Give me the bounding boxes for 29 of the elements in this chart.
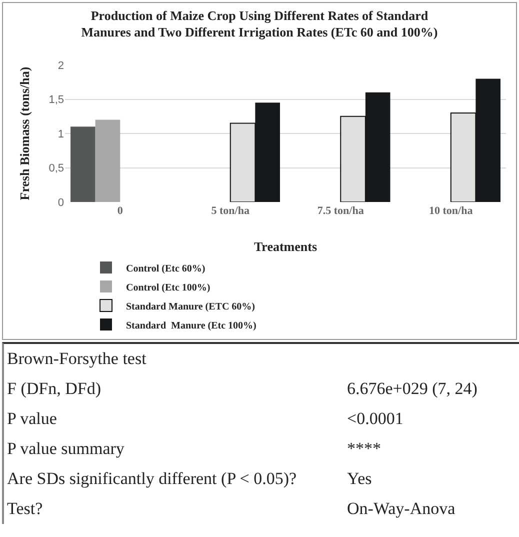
text: On-Way-Anova: [347, 499, 456, 519]
y-tick-label: 2: [58, 60, 64, 72]
legend-label: Standard Manure (Etc 100%): [126, 320, 256, 332]
legend-label: Control (Etc 100%): [126, 282, 210, 294]
text: Brown-Forsythe test: [7, 349, 148, 369]
x-tick-label: 0: [117, 205, 124, 217]
text: Are SDs significantly different (P < 0.05)?: [7, 469, 298, 489]
x-axis-title: Treatments: [254, 239, 318, 254]
x-tick-label: 10 ton/ha: [429, 205, 474, 217]
text: ****: [347, 439, 381, 459]
x-tick-label: 5 ton/ha: [211, 205, 250, 217]
y-tick-label: 0,5: [48, 162, 64, 175]
text: <0.0001: [347, 409, 404, 429]
y-axis-title: Fresh Biomass (tons/ha): [17, 66, 32, 200]
text: Test?: [7, 499, 44, 519]
bar: [70, 126, 96, 202]
legend-label: Control (Etc 60%): [126, 263, 206, 274]
chart-title: Production of Maize Crop Using Different Rates of Standard Manures and Two Different Irrigation Rates (ETc 60 and 100%): [81, 8, 438, 40]
y-tick-label: 1,5: [48, 94, 64, 106]
legend-label: Standard Manure (ETC 60%): [126, 301, 255, 312]
text: 6.676e+029 (7, 24): [347, 379, 478, 399]
y-tick-label: 1: [58, 128, 64, 140]
text: P value: [7, 409, 58, 429]
text: F (DFn, DFd): [7, 379, 102, 399]
x-tick-label: 7.5 ton/ha: [317, 205, 364, 217]
bar: [95, 120, 120, 202]
text: Yes: [347, 469, 372, 489]
y-tick-label: 0: [58, 196, 64, 209]
text: P value summary: [7, 439, 126, 459]
